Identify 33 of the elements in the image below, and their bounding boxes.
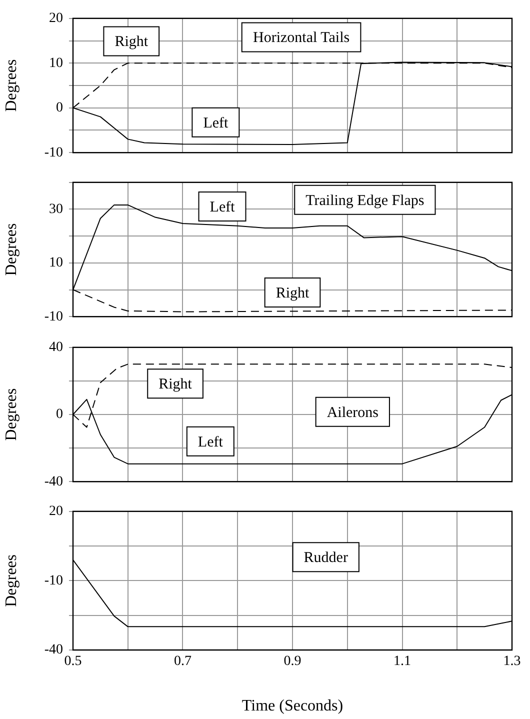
y-tick-label: 0 [56, 407, 63, 422]
y-tick-label: -10 [44, 145, 63, 160]
x-tick-label: 0.7 [174, 654, 192, 670]
y-tick-label: 30 [49, 202, 63, 217]
y-axis-title: Degrees [2, 59, 20, 112]
y-axis-title: Degrees [2, 223, 20, 276]
text: Ailerons [326, 404, 379, 421]
y-axis-title: Degrees [2, 388, 20, 441]
x-tick-label: 0.5 [64, 654, 82, 670]
series-label: Left [210, 199, 236, 216]
y-tick-label: 40 [49, 340, 63, 356]
y-axis-title: Degrees [2, 554, 20, 607]
y-tick-label: -40 [44, 642, 63, 658]
series-label: Right [114, 34, 149, 50]
y-tick-label: 10 [49, 56, 63, 71]
y-tick-label: -40 [44, 474, 63, 490]
x-axis-title: Time (Seconds) [242, 698, 344, 715]
y-tick-label: 0 [56, 100, 63, 116]
y-tick-label: -10 [44, 309, 63, 324]
y-tick-label: -10 [44, 573, 63, 588]
text: Trailing Edge Flaps [306, 192, 424, 209]
x-tick-label: 1.3 [503, 654, 521, 670]
series-label: Right [276, 285, 310, 302]
text: Rudder [304, 550, 348, 566]
y-tick-label: 20 [49, 504, 63, 520]
series-label: Left [203, 115, 229, 132]
y-tick-label: 20 [49, 11, 63, 26]
series-label: Right [158, 376, 193, 393]
y-tick-label: 10 [49, 256, 63, 271]
series-label: Left [198, 434, 224, 450]
x-tick-label: 0.9 [284, 654, 302, 670]
x-tick-label: 1.1 [394, 654, 411, 670]
text: Horizontal Tails [252, 30, 350, 46]
